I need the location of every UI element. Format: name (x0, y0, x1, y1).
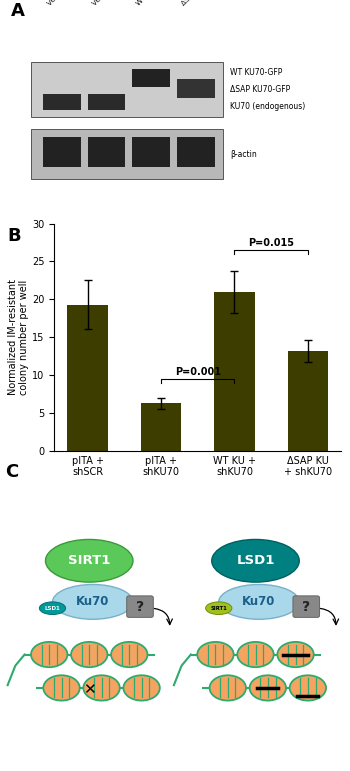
Bar (43, 94, 81, 110)
Text: Ku70: Ku70 (76, 595, 110, 608)
Ellipse shape (71, 642, 107, 667)
Text: ✕: ✕ (83, 682, 96, 697)
Ellipse shape (39, 602, 66, 614)
Ellipse shape (52, 584, 133, 619)
Bar (214, 292, 255, 451)
Bar (177, 137, 215, 167)
Text: P=0.015: P=0.015 (248, 237, 294, 247)
Bar (288, 351, 328, 451)
Text: Ku70: Ku70 (242, 595, 276, 608)
FancyBboxPatch shape (127, 596, 153, 618)
Text: β-actin: β-actin (230, 150, 257, 159)
Text: LSD1: LSD1 (44, 606, 60, 611)
Text: A: A (10, 2, 24, 20)
Ellipse shape (206, 602, 232, 614)
Ellipse shape (197, 642, 234, 667)
Text: ?: ? (302, 600, 310, 614)
Text: B: B (7, 227, 21, 245)
Text: WT KU70-GFP: WT KU70-GFP (230, 69, 282, 77)
Text: Vector + shSCR: Vector + shSCR (47, 0, 91, 6)
Bar (177, 79, 215, 98)
Text: ΔSAP KU70-GFP: ΔSAP KU70-GFP (230, 85, 290, 94)
FancyBboxPatch shape (293, 596, 320, 618)
Ellipse shape (83, 675, 120, 701)
Bar (88, 137, 125, 167)
Text: SIRT1: SIRT1 (210, 606, 227, 611)
Bar (43, 137, 81, 167)
Text: KU70 (endogenous): KU70 (endogenous) (230, 102, 305, 111)
Ellipse shape (31, 642, 68, 667)
Ellipse shape (46, 540, 133, 582)
Text: WT + shKU: WT + shKU (136, 0, 168, 6)
Bar (132, 69, 170, 87)
Bar (31, 129, 223, 179)
Bar (31, 62, 223, 116)
Ellipse shape (237, 642, 274, 667)
Ellipse shape (250, 675, 286, 701)
Bar (141, 403, 181, 451)
Bar (132, 137, 170, 167)
Ellipse shape (210, 675, 246, 701)
Text: LSD1: LSD1 (236, 554, 275, 567)
Ellipse shape (277, 642, 314, 667)
Ellipse shape (212, 540, 299, 582)
Text: ?: ? (136, 600, 144, 614)
Ellipse shape (219, 584, 299, 619)
Text: SIRT1: SIRT1 (68, 554, 111, 567)
Text: ΔSAP + shKU: ΔSAP + shKU (180, 0, 218, 6)
Ellipse shape (111, 642, 147, 667)
Y-axis label: Normalized IM-resistant
colony number per well: Normalized IM-resistant colony number pe… (8, 279, 29, 396)
Text: P=0.001: P=0.001 (175, 367, 221, 377)
Text: Vector + shKU: Vector + shKU (91, 0, 132, 6)
Bar (88, 94, 125, 110)
Ellipse shape (124, 675, 160, 701)
Ellipse shape (43, 675, 80, 701)
Text: C: C (5, 463, 19, 481)
Bar (67, 305, 108, 451)
Ellipse shape (290, 675, 326, 701)
